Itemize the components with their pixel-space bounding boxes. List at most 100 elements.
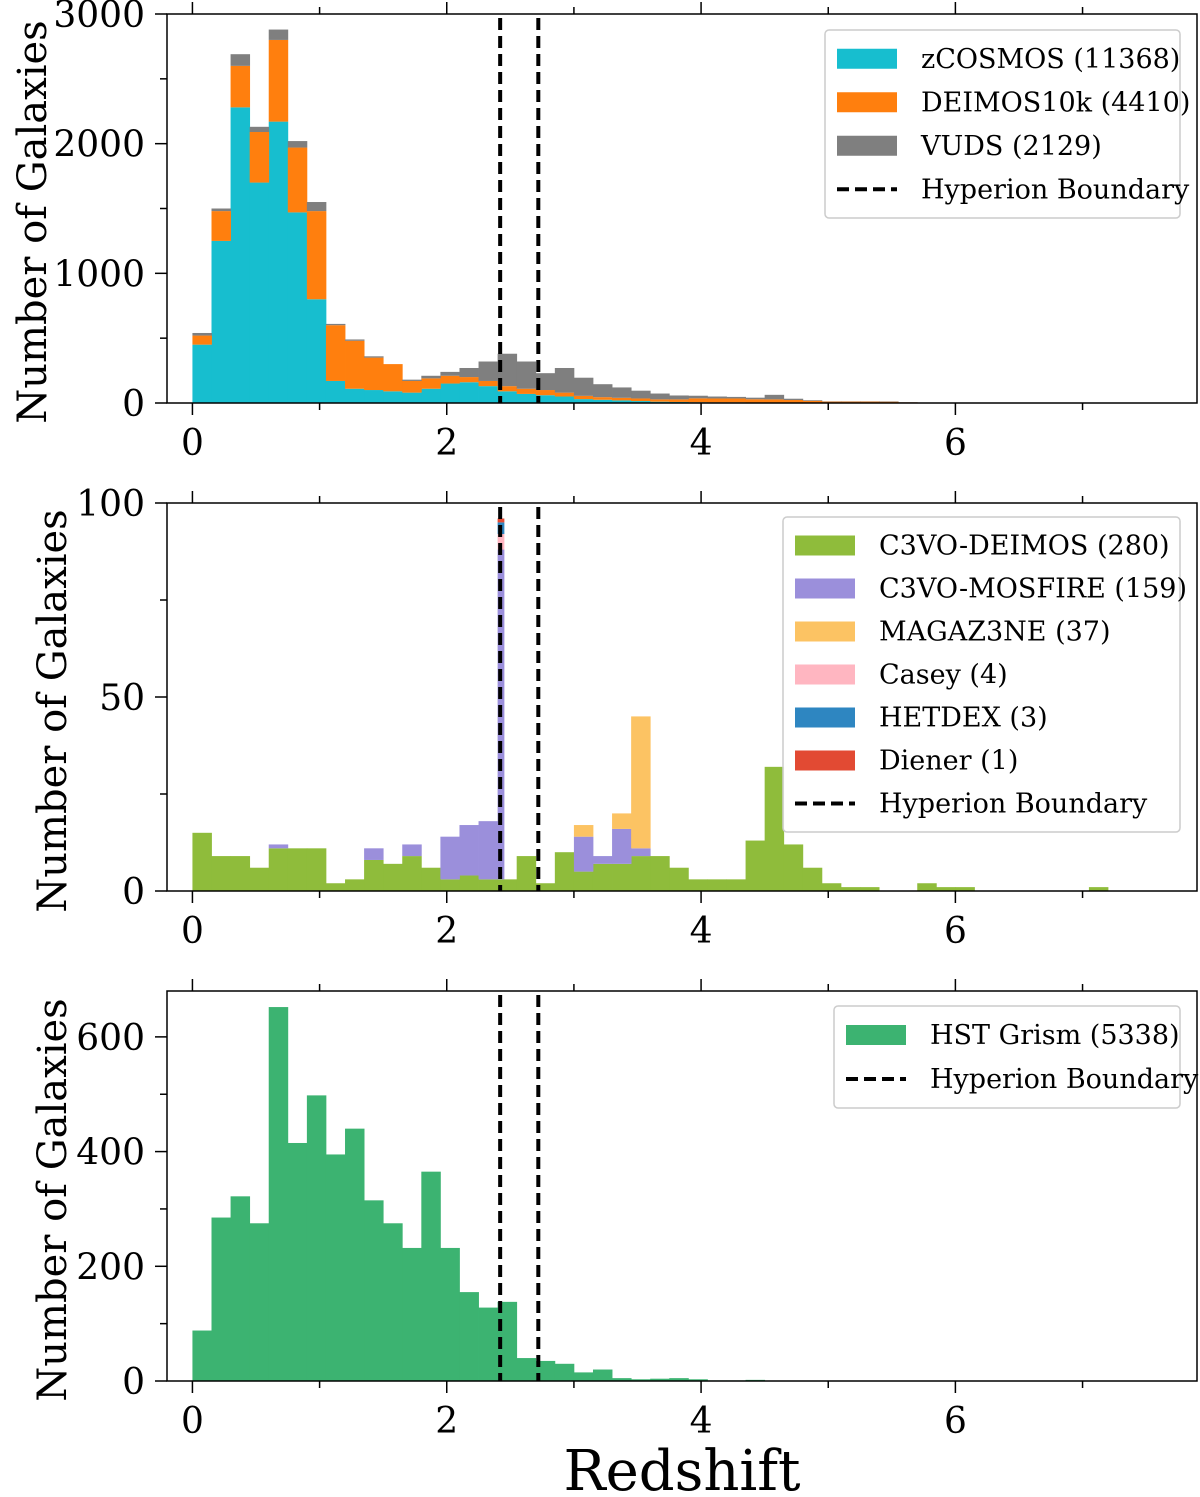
- bar: [421, 375, 441, 379]
- bar: [707, 398, 727, 403]
- legend-swatch: [795, 750, 855, 771]
- bar: [364, 390, 384, 403]
- bar: [306, 299, 327, 403]
- bar: [325, 380, 346, 403]
- y-tick-label: 100: [76, 484, 145, 525]
- bar: [573, 395, 594, 400]
- bar: [612, 397, 632, 401]
- bar: [383, 364, 403, 392]
- bar: [345, 1128, 365, 1381]
- bar: [688, 395, 708, 399]
- y-tick-label: 200: [76, 1247, 145, 1288]
- legend: HST Grism (5338) Hyperion Boundary: [833, 1005, 1199, 1109]
- bar: [268, 29, 289, 40]
- y-tick-label: 0: [122, 1362, 145, 1403]
- bar: [516, 393, 537, 403]
- bar: [306, 848, 327, 891]
- bar: [364, 848, 384, 860]
- bar: [345, 339, 365, 341]
- x-tick-label: 2: [435, 1401, 458, 1442]
- bar: [497, 391, 518, 403]
- bar: [402, 856, 422, 891]
- bar: [478, 386, 499, 403]
- legend-label: DEIMOS10k (4410): [921, 87, 1190, 118]
- y-tick-label: 1000: [53, 254, 145, 295]
- bar: [955, 887, 975, 891]
- x-tick-label: 0: [181, 423, 204, 464]
- bar: [650, 399, 670, 402]
- legend: zCOSMOS (11368) DEIMOS10k (4410) VUDS (212…: [824, 29, 1190, 219]
- bar: [230, 1196, 251, 1381]
- bar: [211, 240, 231, 403]
- bar: [821, 883, 842, 891]
- bar: [745, 840, 766, 891]
- bar: [783, 844, 804, 891]
- bar: [230, 65, 251, 108]
- bar: [211, 211, 231, 241]
- series-3: [497, 534, 505, 550]
- bar: [764, 394, 785, 400]
- bar: [192, 832, 212, 891]
- bar: [592, 397, 613, 400]
- bar: [440, 375, 460, 384]
- bar: [230, 856, 251, 891]
- bar: [440, 879, 460, 891]
- bar: [268, 121, 289, 403]
- bar: [554, 367, 575, 393]
- legend-label: C3VO-DEIMOS (280): [879, 531, 1170, 562]
- bar: [707, 396, 727, 399]
- bar: [287, 141, 308, 148]
- bar: [612, 863, 632, 891]
- bar: [535, 390, 556, 396]
- bar: [268, 1007, 289, 1381]
- series-0: [192, 766, 1109, 891]
- series-1: [192, 39, 918, 403]
- bar: [650, 1378, 670, 1381]
- bar: [478, 821, 499, 880]
- bar: [421, 388, 441, 403]
- bar: [783, 398, 804, 401]
- bar: [726, 396, 746, 399]
- legend-swatch: [837, 48, 897, 69]
- bar: [631, 390, 651, 399]
- bar: [802, 400, 823, 403]
- y-tick-label: 400: [76, 1133, 145, 1174]
- y-tick-label: 50: [99, 678, 145, 719]
- bar: [802, 867, 823, 891]
- bar: [592, 856, 613, 864]
- bar: [440, 371, 460, 376]
- bar: [268, 844, 289, 849]
- bar: [192, 1330, 212, 1381]
- bar: [325, 325, 346, 381]
- bar: [516, 361, 537, 389]
- bar: [764, 766, 785, 891]
- axes-frame: [166, 990, 1198, 1382]
- bar: [459, 382, 479, 403]
- bar: [306, 202, 327, 212]
- bar: [573, 836, 594, 872]
- bar: [612, 1378, 632, 1381]
- series-2: [573, 716, 651, 849]
- legend: C3VO-DEIMOS (280) C3VO-MOSFIRE (159) MAGAZ…: [782, 516, 1187, 833]
- bar: [287, 1142, 308, 1381]
- x-tick-label: 6: [944, 911, 967, 952]
- bar: [535, 1360, 556, 1381]
- bar: [726, 398, 746, 403]
- legend-swatch: [846, 1025, 906, 1045]
- bar: [325, 883, 346, 891]
- bar: [936, 887, 956, 891]
- bar: [383, 863, 403, 891]
- bar: [573, 825, 594, 837]
- bar: [1088, 887, 1109, 891]
- legend-label: HETDEX (3): [879, 703, 1048, 734]
- bar: [211, 856, 231, 891]
- bar: [268, 39, 289, 122]
- bar: [573, 377, 594, 396]
- bar: [726, 879, 746, 891]
- bar: [592, 399, 613, 403]
- bar: [631, 1379, 651, 1381]
- legend-label: Hyperion Boundary: [921, 174, 1190, 205]
